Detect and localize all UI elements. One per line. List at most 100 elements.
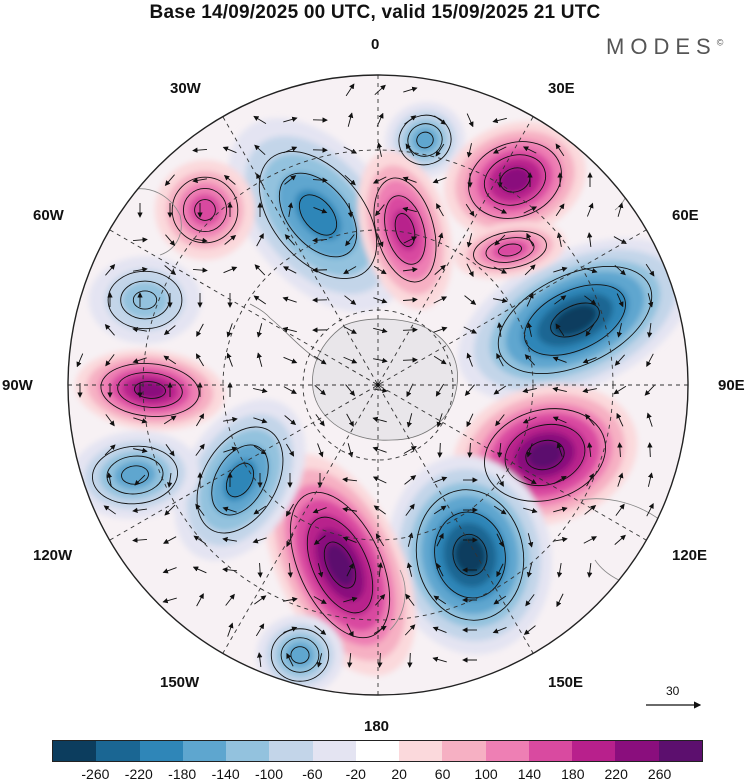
contour-line [504,424,586,486]
colorbar-swatch [442,741,486,761]
wind-vector [163,325,176,336]
lon-label-90w: 90W [2,377,33,394]
wind-vector [436,413,443,428]
upper-magenta-cell [499,167,531,193]
wind-vector [467,442,473,458]
wind-vector [256,173,264,187]
wind-vector [253,445,267,455]
wind-vector [254,264,266,276]
lon-label-120w: 120W [33,547,73,564]
wind-vector [464,295,477,305]
wind-vector [222,146,237,154]
colorbar-tick-label: -260 [81,766,110,782]
colorbar-swatch [312,741,356,761]
contour-line [525,439,565,471]
wind-vector [405,503,415,516]
northwest-blue-cell [121,281,169,319]
contour-line [278,172,358,258]
colorbar-swatch [572,741,616,761]
wind-vector [227,622,234,637]
wind-vector [106,472,113,487]
wind-vector [196,323,204,337]
wind-vector [552,386,567,393]
wind-vector [166,473,173,488]
wind-vector [254,144,266,156]
wind-vector [256,233,264,247]
wind-vector [253,505,267,515]
wind-vector [582,387,597,394]
wind-vector [195,503,205,516]
wind-vector [164,265,177,276]
wind-vector [406,562,413,577]
colorbar-tick-label: -20 [345,766,366,782]
wind-vector [164,504,176,516]
contour-line [133,381,167,399]
wind-vector [493,266,508,274]
southeast-blue-cell [454,536,486,574]
contour-line [211,444,269,516]
colorbar-swatch [53,741,97,761]
wind-vector [554,295,567,305]
wind-vector [466,263,474,278]
colorbar-swatch [269,741,313,761]
wind-vector [312,177,328,183]
wind-vector [345,384,356,397]
wind-vector [614,264,626,276]
lon-label-30w: 30W [170,80,201,97]
wind-vector [163,355,177,365]
colorbar-tick-label: -220 [124,766,153,782]
colorbar-tick-label: -60 [302,766,323,782]
wind-vector [432,177,447,184]
wind-vector [134,474,146,486]
wind-vector [164,174,175,186]
wind-vector [282,266,297,274]
wind-vector [402,297,418,303]
wind-vector [377,562,383,578]
pole-marker [376,383,380,387]
wind-vector [377,652,383,668]
brand-logo: MODES© [606,34,723,60]
wind-vector [527,533,534,548]
wind-vector [526,322,533,337]
wind-vector [433,326,448,333]
wind-vector [646,353,654,367]
wind-vector [436,203,444,217]
wind-vector [433,505,447,515]
wind-vector [105,354,115,367]
wind-vector [317,443,324,458]
center-blue-cell [294,189,342,241]
wind-vector [193,535,207,545]
colorbar-swatch [182,741,227,761]
wind-vector [556,563,563,578]
wind-vector [342,506,357,513]
wind-vector [256,323,263,338]
wind-vector [344,174,356,186]
wind-vector [317,563,324,578]
wind-vector [284,234,295,246]
wind-vector [162,597,177,604]
wind-vector [192,147,208,153]
wind-vector [257,562,263,578]
wind-vector [373,265,387,275]
wind-vector [526,443,533,458]
wind-vector [223,266,238,274]
wind-vector [524,354,535,366]
wind-vector [283,146,298,154]
wind-vector [132,326,147,333]
wind-vector [222,536,237,543]
lon-label-60e: 60E [672,207,699,224]
wind-vector [553,506,568,513]
wind-vector [617,442,623,458]
lon-label-120e: 120E [672,547,708,564]
wind-vector [223,446,238,453]
wind-vector [555,203,565,217]
antarctica-land [249,303,458,441]
wind-vector [647,442,653,458]
wind-vector [466,413,474,428]
wind-vector [432,626,447,634]
lon-label-150w: 150W [160,674,200,691]
wind-vector [584,295,597,305]
wind-vector [406,383,414,398]
wind-vector [587,562,593,578]
wind-vector [284,415,297,426]
